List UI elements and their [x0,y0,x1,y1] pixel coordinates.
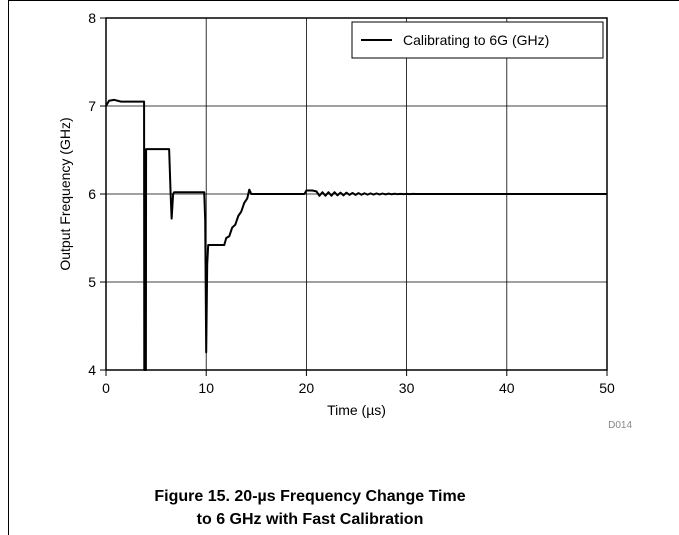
x-tick-label: 0 [102,380,110,396]
x-tick-label: 30 [399,380,415,396]
y-tick-label: 7 [88,98,96,114]
source-code-label: D014 [608,420,632,431]
y-axis-label: Output Frequency (GHz) [57,117,73,270]
axis-ticks: 0 10 20 30 40 50 4 5 6 7 8 [88,10,615,396]
series-layer [105,98,607,371]
line-chart: 0 10 20 30 40 50 4 5 6 7 8 Calibrating to 6G (GHz)… [57,10,632,431]
caption-line-1: Figure 15. 20-µs Frequency Change Time [154,488,466,505]
series-line [105,98,607,371]
x-tick-label: 20 [299,380,315,396]
y-tick-label: 8 [88,10,96,26]
caption-line-2: to 6 GHz with Fast Calibration [196,511,424,528]
x-axis-label: Time (µs) [327,402,386,418]
x-tick-label: 40 [499,380,515,396]
x-tick-label: 10 [198,380,214,396]
y-tick-label: 6 [88,186,96,202]
frame-left-border [8,0,9,535]
y-tick-label: 4 [88,362,96,378]
legend: Calibrating to 6G (GHz) [351,21,604,59]
figure-caption: Figure 15. 20-µs Frequency Change Time t… [100,485,520,531]
x-tick-label: 50 [599,380,615,396]
legend-label: Calibrating to 6G (GHz) [403,32,549,48]
legend-box [351,21,604,59]
y-tick-label: 5 [88,274,96,290]
frame-top-border [8,0,679,1]
